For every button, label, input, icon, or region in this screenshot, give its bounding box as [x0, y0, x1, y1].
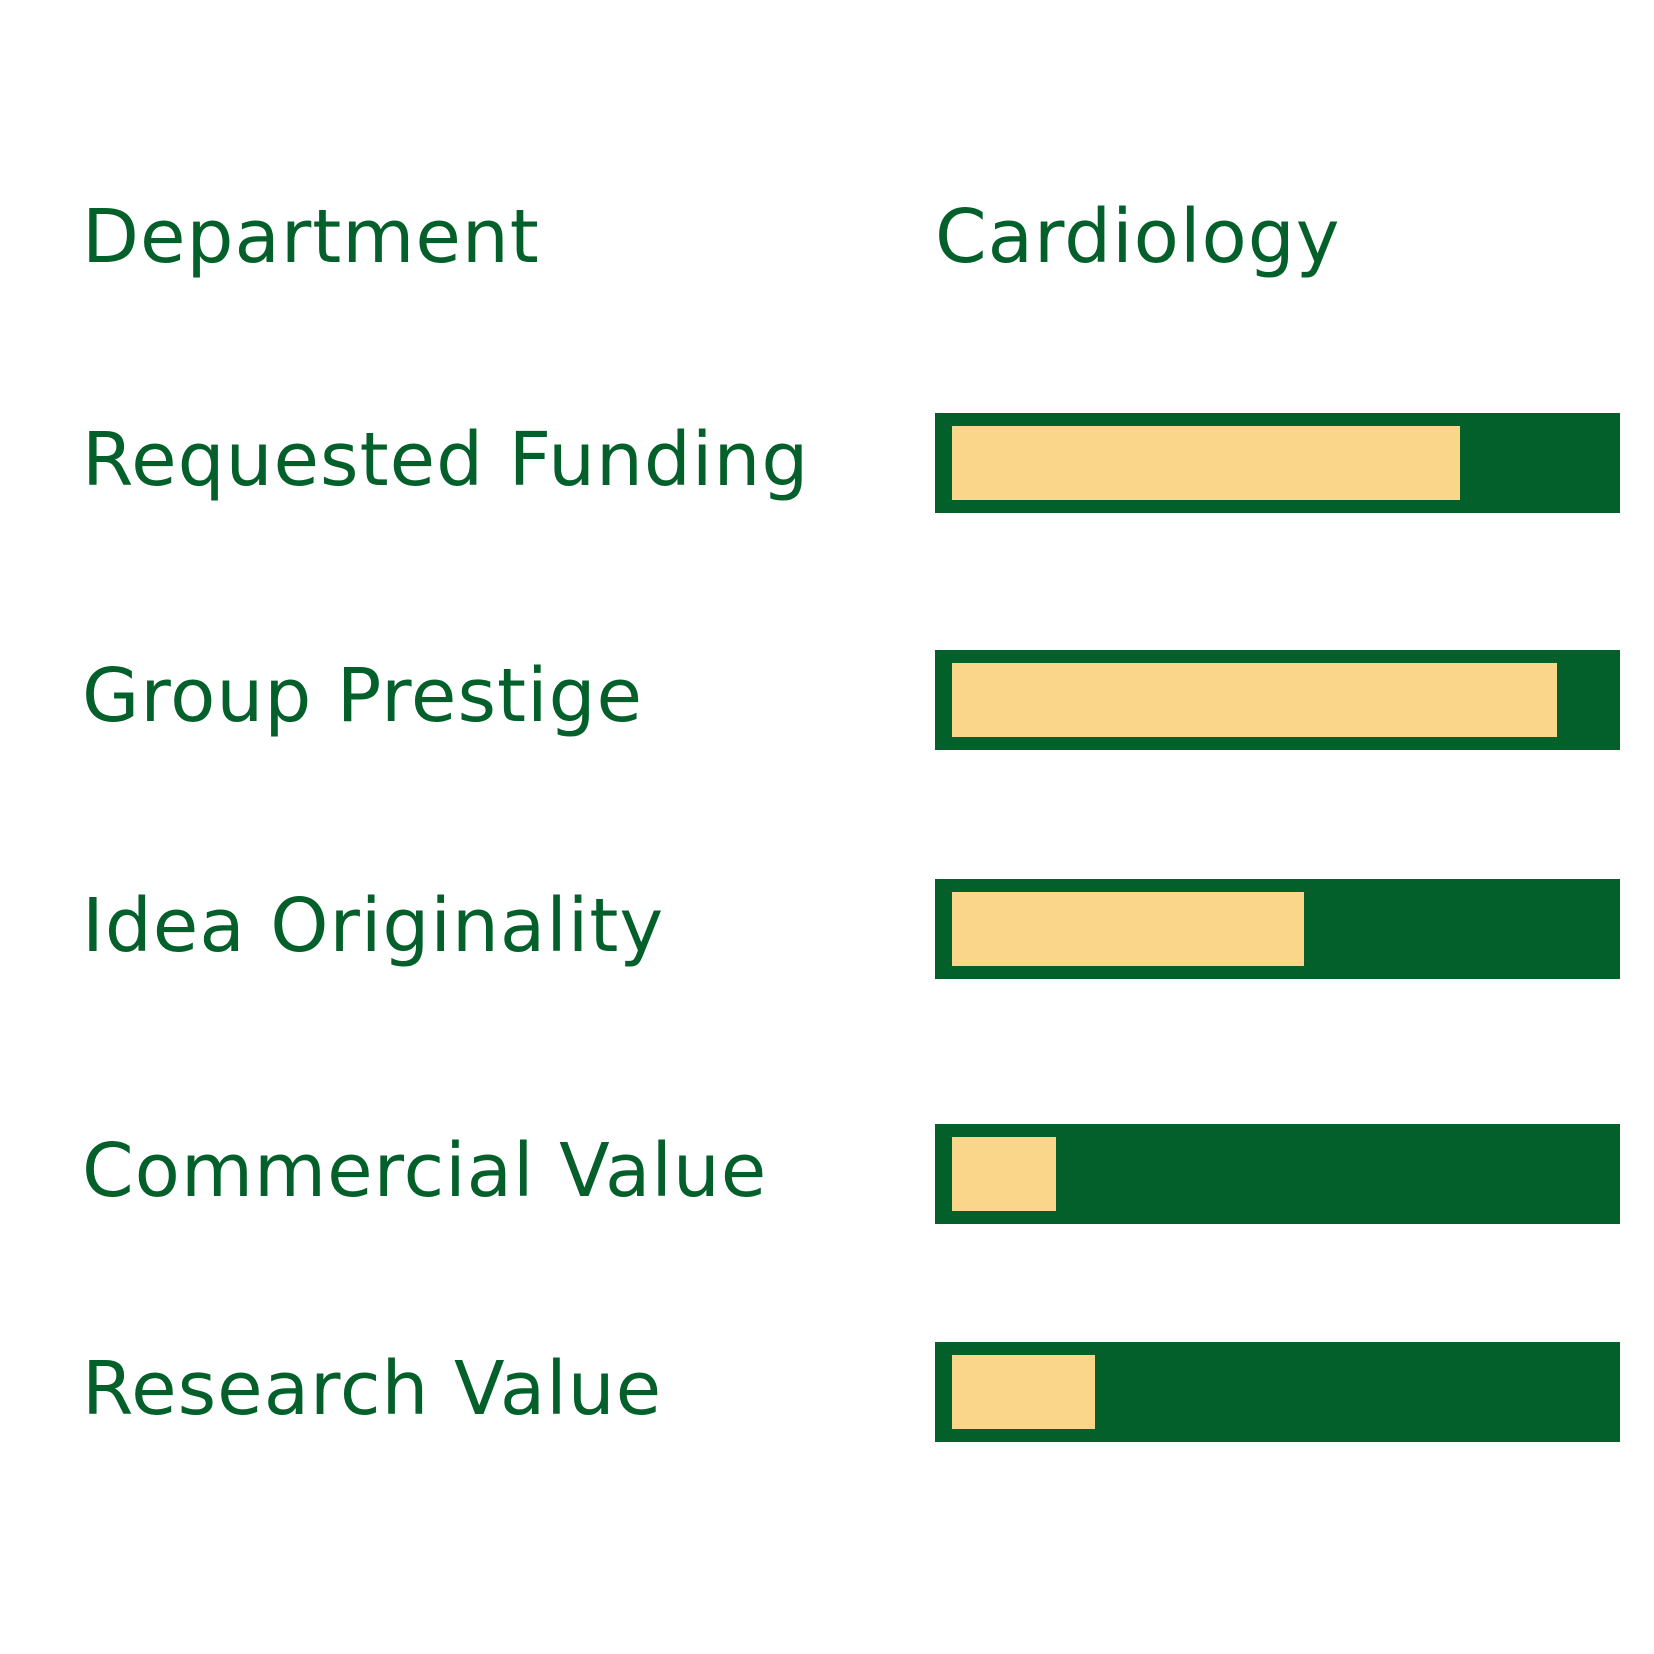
row-label: Group Prestige — [82, 653, 644, 739]
bar-fill — [952, 1355, 1095, 1429]
bar-track — [935, 1342, 1620, 1442]
row-label: Research Value — [82, 1346, 663, 1432]
department-value: Cardiology — [935, 194, 1341, 280]
bar-fill — [952, 892, 1304, 966]
bar-track — [935, 879, 1620, 979]
row-label: Idea Originality — [82, 883, 665, 969]
bar-fill — [952, 1137, 1056, 1211]
header-label: Department — [82, 194, 540, 280]
bar-fill — [952, 426, 1460, 500]
row-label: Requested Funding — [82, 417, 810, 503]
bar-fill — [952, 663, 1557, 737]
row-label: Commercial Value — [82, 1128, 768, 1214]
bar-track — [935, 650, 1620, 750]
bar-track — [935, 1124, 1620, 1224]
bar-track — [935, 413, 1620, 513]
